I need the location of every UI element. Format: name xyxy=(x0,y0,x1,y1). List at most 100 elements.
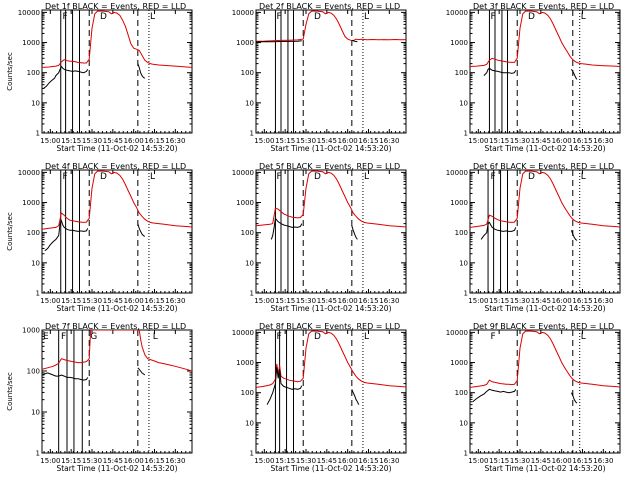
x-tick-label: 16:15 xyxy=(144,457,164,465)
x-tick-label: 15:00 xyxy=(254,137,274,145)
data-series-group xyxy=(256,170,406,240)
events-series-line xyxy=(351,39,358,43)
plot-frame xyxy=(469,329,621,454)
data-series-group xyxy=(470,330,620,404)
events-series-line xyxy=(266,367,303,405)
y-tick-label: 1 xyxy=(36,290,40,298)
interval-label: F xyxy=(276,332,281,342)
y-tick-label: 1000 xyxy=(236,39,254,47)
y-tick-label: 10000 xyxy=(446,169,468,177)
y-tick-label: 10 xyxy=(245,259,254,267)
y-tick-label: 100 xyxy=(455,389,468,397)
x-tick-label: 15:45 xyxy=(317,137,337,145)
y-tick-label: 1 xyxy=(464,290,468,298)
x-tick-label: 16:00 xyxy=(552,137,572,145)
lld-series-line xyxy=(42,170,192,230)
y-tick-label: 100 xyxy=(455,229,468,237)
y-tick-label: 1000 xyxy=(450,199,468,207)
x-tick-label: 16:30 xyxy=(593,457,613,465)
lld-series-line xyxy=(256,330,406,388)
x-tick-label: 16:30 xyxy=(165,137,185,145)
x-axis-label: Start Time (11-Oct-02 14:53:20) xyxy=(484,304,605,313)
x-tick-label: 15:15 xyxy=(489,457,509,465)
x-tick-label: 16:30 xyxy=(593,137,613,145)
detector-panel-2: Det 2f BLACK = Events, RED = LLD 15:00 15:… xyxy=(232,2,407,153)
x-tick-label: 15:30 xyxy=(82,457,102,465)
interval-label: L xyxy=(150,172,155,182)
lld-series-line xyxy=(42,10,192,68)
y-tick-label: 10000 xyxy=(232,9,254,17)
events-series-line xyxy=(137,63,146,79)
y-tick-label: 100 xyxy=(455,69,468,77)
y-tick-label: 100 xyxy=(27,69,40,77)
x-tick-label: 15:00 xyxy=(40,297,60,305)
x-tick-label: 16:15 xyxy=(358,297,378,305)
panel-title: Det 2f BLACK = Events, RED = LLD xyxy=(259,2,400,11)
x-axis-label: Start Time (11-Oct-02 14:53:20) xyxy=(56,304,177,313)
x-tick-label: 15:45 xyxy=(103,297,123,305)
x-tick-label: 15:30 xyxy=(82,137,102,145)
y-tick-label: 10000 xyxy=(446,9,468,17)
events-series-line xyxy=(256,40,302,43)
y-axis-label: Counts/sec xyxy=(6,52,14,91)
lld-series-line xyxy=(256,170,406,228)
x-tick-label: 16:00 xyxy=(124,457,144,465)
interval-label: F xyxy=(490,332,495,342)
interval-label: D xyxy=(100,12,107,22)
x-tick-label: 16:15 xyxy=(572,137,592,145)
interval-label: F xyxy=(61,332,66,342)
x-tick-label: 16:30 xyxy=(593,297,613,305)
interval-label: F xyxy=(276,172,281,182)
x-tick-label: 15:30 xyxy=(510,137,530,145)
y-tick-label: 10 xyxy=(245,419,254,427)
data-series-group xyxy=(470,170,620,241)
interval-label: D xyxy=(528,172,535,182)
interval-label: D xyxy=(528,12,535,22)
x-tick-label: 16:30 xyxy=(379,137,399,145)
lld-series-line xyxy=(470,170,620,228)
x-tick-label: 15:15 xyxy=(275,297,295,305)
x-tick-label: 16:30 xyxy=(165,297,185,305)
x-tick-label: 15:00 xyxy=(40,457,60,465)
interval-label: L xyxy=(581,12,586,22)
panel-title: Det 8f BLACK = Events, RED = LLD xyxy=(259,322,400,331)
x-axis-label: Start Time (11-Oct-02 14:53:20) xyxy=(270,144,391,153)
x-tick-label: 15:15 xyxy=(275,457,295,465)
data-series-group xyxy=(42,10,192,89)
plot-frame xyxy=(255,169,407,294)
y-tick-label: 10 xyxy=(31,259,40,267)
y-axis-label: Counts/sec xyxy=(6,372,14,411)
interval-label: L xyxy=(364,172,369,182)
x-tick-label: 15:00 xyxy=(254,297,274,305)
interval-label: D xyxy=(314,172,321,182)
y-tick-label: 10 xyxy=(31,99,40,107)
x-tick-label: 16:30 xyxy=(165,457,185,465)
x-tick-label: 15:45 xyxy=(317,457,337,465)
x-tick-label: 16:00 xyxy=(552,457,572,465)
x-tick-label: 16:00 xyxy=(338,137,358,145)
events-series-line xyxy=(472,388,517,403)
interval-label: L xyxy=(153,332,158,342)
interval-label: F xyxy=(62,172,67,182)
lld-series-line xyxy=(470,10,620,67)
data-series-group xyxy=(42,170,192,252)
interval-label: L xyxy=(581,172,586,182)
events-series-line xyxy=(351,389,360,405)
events-series-line xyxy=(137,367,146,376)
x-tick-label: 15:00 xyxy=(254,457,274,465)
panel-title: Det 3f BLACK = Events, RED = LLD xyxy=(473,2,614,11)
plot-frame xyxy=(41,169,193,294)
y-tick-label: 10000 xyxy=(18,9,40,17)
events-series-line xyxy=(570,69,578,80)
y-tick-label: 100 xyxy=(241,229,254,237)
x-axis-label: Start Time (11-Oct-02 14:53:20) xyxy=(484,464,605,473)
x-tick-label: 16:15 xyxy=(144,297,164,305)
events-series-line xyxy=(42,372,89,381)
interval-label: F xyxy=(490,12,495,22)
